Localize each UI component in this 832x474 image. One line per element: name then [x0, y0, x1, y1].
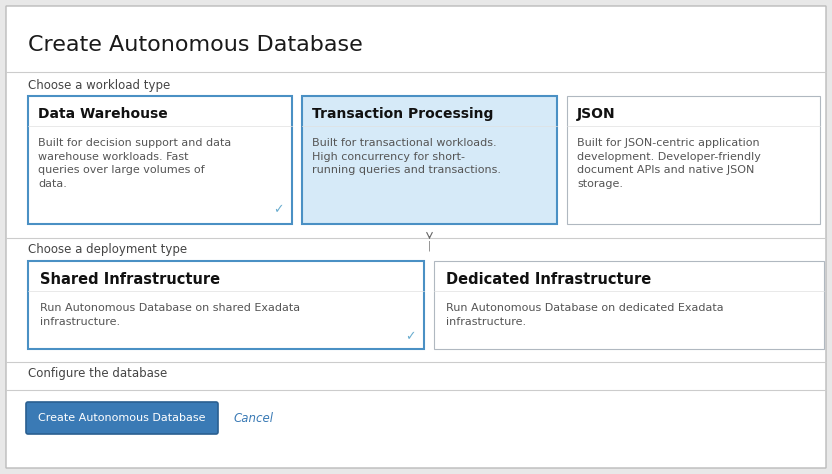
Text: |: |: [428, 240, 431, 250]
Text: Data Warehouse: Data Warehouse: [38, 107, 168, 121]
Text: ✓: ✓: [273, 203, 283, 217]
Text: Run Autonomous Database on dedicated Exadata
infrastructure.: Run Autonomous Database on dedicated Exa…: [446, 303, 724, 327]
Text: Configure the database: Configure the database: [28, 367, 167, 381]
Text: JSON: JSON: [577, 107, 616, 121]
Text: Built for transactional workloads.
High concurrency for short-
running queries a: Built for transactional workloads. High …: [312, 138, 501, 175]
Text: Transaction Processing: Transaction Processing: [312, 107, 493, 121]
Text: Cancel: Cancel: [234, 411, 274, 425]
Text: Shared Infrastructure: Shared Infrastructure: [40, 272, 220, 286]
Text: Run Autonomous Database on shared Exadata
infrastructure.: Run Autonomous Database on shared Exadat…: [40, 303, 300, 327]
Text: Dedicated Infrastructure: Dedicated Infrastructure: [446, 272, 651, 286]
Text: Built for decision support and data
warehouse workloads. Fast
queries over large: Built for decision support and data ware…: [38, 138, 231, 189]
Text: Create Autonomous Database: Create Autonomous Database: [38, 413, 206, 423]
FancyBboxPatch shape: [26, 402, 218, 434]
Text: Create Autonomous Database: Create Autonomous Database: [28, 35, 363, 55]
FancyBboxPatch shape: [434, 261, 824, 349]
Text: ✓: ✓: [404, 330, 415, 344]
Text: Choose a workload type: Choose a workload type: [28, 79, 171, 91]
FancyBboxPatch shape: [567, 96, 820, 224]
FancyBboxPatch shape: [6, 6, 826, 468]
FancyBboxPatch shape: [302, 96, 557, 224]
Text: Choose a deployment type: Choose a deployment type: [28, 244, 187, 256]
Text: Built for JSON-centric application
development. Developer-friendly
document APIs: Built for JSON-centric application devel…: [577, 138, 761, 189]
FancyBboxPatch shape: [28, 96, 292, 224]
FancyBboxPatch shape: [28, 261, 424, 349]
